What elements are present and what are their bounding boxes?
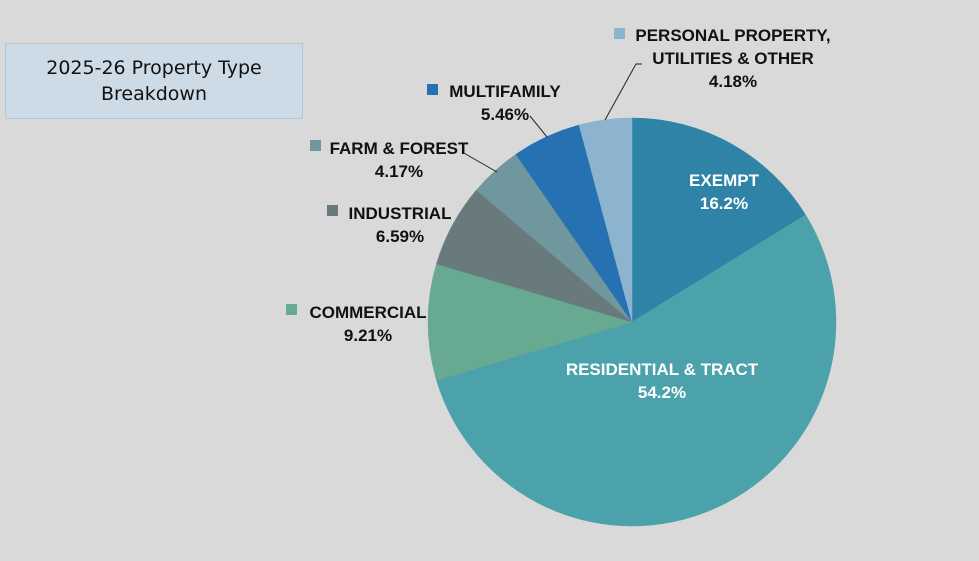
- pie-slice-commercial: [427, 263, 633, 381]
- slice-label-farm-and-forest: FARM & FOREST: [330, 139, 469, 158]
- chart-title: 2025-26 Property Type Breakdown: [46, 57, 262, 105]
- pie-slice-exempt: [631, 117, 806, 323]
- legend-swatch-personal-property-utilities-and-other: [614, 28, 625, 39]
- slice-value-farm-and-forest: 4.17%: [375, 162, 423, 181]
- pie-slice-residential-and-tract: [436, 214, 837, 527]
- slice-value-industrial: 6.59%: [376, 227, 424, 246]
- slice-label-commercial: COMMERCIAL: [309, 303, 426, 322]
- slice-label-personal-property-utilities-and-other-line-1: PERSONAL PROPERTY,: [635, 26, 830, 45]
- chart-title-box: 2025-26 Property Type Breakdown: [5, 43, 303, 119]
- slice-value-multifamily: 5.46%: [481, 105, 529, 124]
- leader-line-multifamily: [529, 115, 548, 138]
- slice-value-commercial: 9.21%: [344, 326, 392, 345]
- slice-label-multifamily: MULTIFAMILY: [449, 82, 561, 101]
- slice-value-personal-property-utilities-and-other: 4.18%: [709, 72, 757, 91]
- slice-label-industrial: INDUSTRIAL: [349, 204, 452, 223]
- slice-label-residential-and-tract: RESIDENTIAL & TRACT: [566, 360, 759, 379]
- legend-swatch-farm-and-forest: [310, 140, 321, 151]
- slice-label-personal-property-utilities-and-other-line-2: UTILITIES & OTHER: [652, 49, 814, 68]
- legend-swatch-commercial: [286, 304, 297, 315]
- legend-swatch-industrial: [327, 205, 338, 216]
- slice-value-residential-and-tract: 54.2%: [638, 383, 686, 402]
- leader-line-farm-and-forest: [461, 151, 498, 173]
- slice-value-exempt: 16.2%: [700, 194, 748, 213]
- slice-label-exempt: EXEMPT: [689, 171, 760, 190]
- leader-line-personal-property-utilities-and-other: [604, 63, 642, 121]
- legend-swatch-multifamily: [427, 84, 438, 95]
